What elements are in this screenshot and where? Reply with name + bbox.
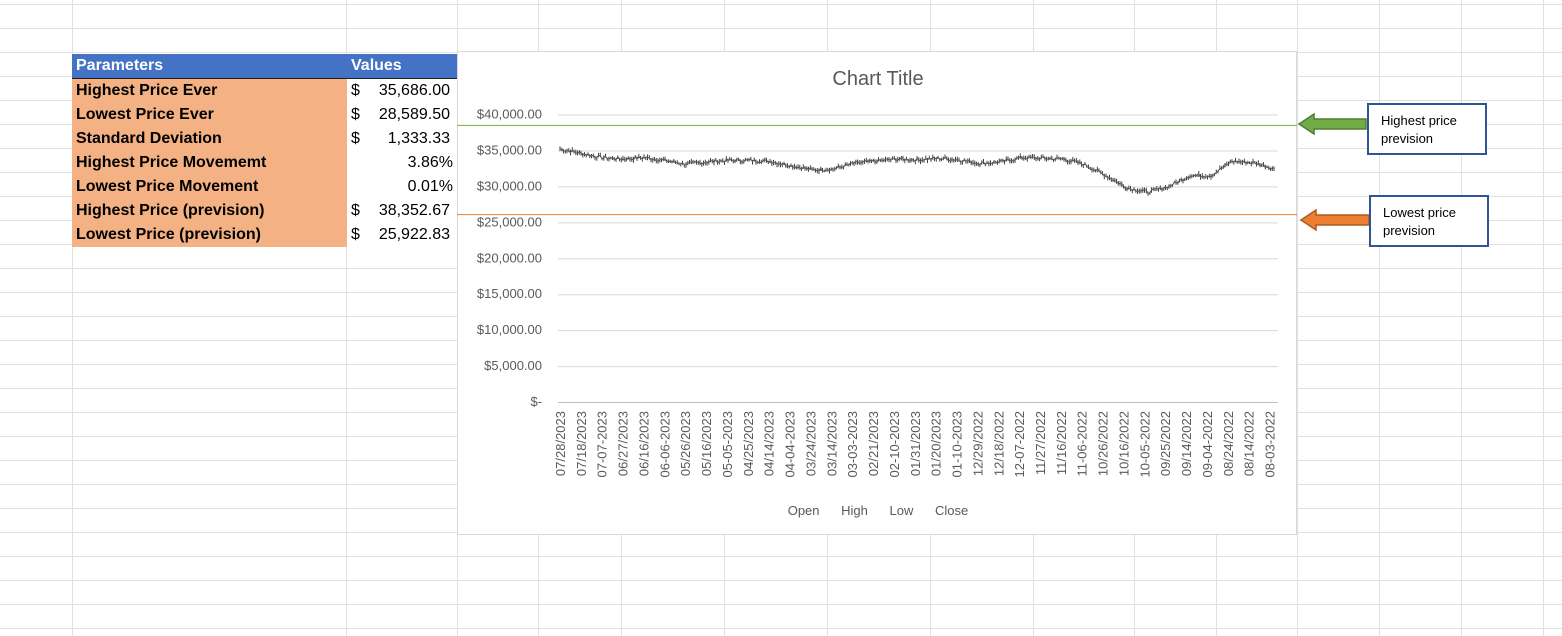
- close-series-line: [559, 148, 1275, 194]
- param-value[interactable]: 0.01%: [347, 175, 457, 199]
- value-amount: 25,922.83: [378, 226, 450, 243]
- parameters-header[interactable]: Parameters: [72, 54, 347, 78]
- x-tick-label: 04/25/2023: [741, 411, 756, 476]
- stock-chart[interactable]: Chart Title $- $5,000.00 $10,000.00 $15,000…: [457, 51, 1297, 535]
- value-amount: 1,333.33: [387, 130, 450, 147]
- y-tick-label: $40,000.00: [477, 107, 542, 122]
- chart-legend[interactable]: Open High Low Close: [458, 503, 1298, 518]
- highest-price-callout[interactable]: Highest price prevision: [1367, 103, 1487, 155]
- x-tick-label: 06/16/2023: [636, 411, 651, 476]
- value-percent: 0.01%: [407, 178, 453, 195]
- table-row: Lowest Price Movement 0.01%: [72, 175, 457, 199]
- param-label[interactable]: Lowest Price Movement: [72, 175, 347, 199]
- x-tick-label: 01/31/2023: [908, 411, 923, 476]
- x-tick-label: 09/14/2022: [1179, 411, 1194, 476]
- x-tick-label: 10/16/2022: [1116, 411, 1131, 476]
- x-tick-label: 07/28/2023: [553, 411, 568, 476]
- x-tick-label: 07-07-2023: [595, 411, 610, 478]
- x-tick-label: 03/14/2023: [824, 411, 839, 476]
- param-label[interactable]: Lowest Price Ever: [72, 103, 347, 127]
- chart-title[interactable]: Chart Title: [832, 68, 924, 90]
- currency-symbol: $: [351, 82, 360, 99]
- x-tick-label: 08/24/2022: [1221, 411, 1236, 476]
- table-row: Highest Price (prevision) $38,352.67: [72, 199, 457, 223]
- x-tick-label: 11-06-2022: [1075, 411, 1090, 477]
- param-value[interactable]: $35,686.00: [347, 79, 457, 103]
- x-tick-label: 10/26/2022: [1096, 411, 1111, 476]
- x-tick-label: 06-06-2023: [657, 411, 672, 478]
- x-tick-label: 05/26/2023: [678, 411, 693, 476]
- lowest-price-callout[interactable]: Lowest price prevision: [1369, 195, 1489, 247]
- param-value[interactable]: $25,922.83: [347, 223, 457, 247]
- table-header-row: Parameters Values: [72, 54, 457, 80]
- x-tick-label: 11/27/2022: [1033, 411, 1048, 475]
- x-tick-label: 06/27/2023: [616, 411, 631, 476]
- x-tick-label: 10-05-2022: [1137, 411, 1152, 478]
- y-tick-label: $20,000.00: [477, 250, 542, 265]
- y-tick-label: $35,000.00: [477, 142, 542, 157]
- currency-symbol: $: [351, 226, 360, 243]
- table-row: Highest Price Movememt 3.86%: [72, 151, 457, 175]
- x-tick-label: 08-03-2022: [1263, 411, 1278, 478]
- y-tick-label: $10,000.00: [477, 322, 542, 337]
- x-tick-label: 08/14/2022: [1242, 411, 1257, 476]
- currency-symbol: $: [351, 130, 360, 147]
- currency-symbol: $: [351, 106, 360, 123]
- param-value[interactable]: $28,589.50: [347, 103, 457, 127]
- legend-item-low[interactable]: Low: [889, 503, 914, 518]
- x-tick-label: 12/29/2022: [970, 411, 985, 476]
- x-tick-label: 03-03-2023: [845, 411, 860, 478]
- param-label[interactable]: Highest Price (prevision): [72, 199, 347, 223]
- x-tick-label: 12-07-2022: [1012, 411, 1027, 478]
- value-amount: 38,352.67: [378, 202, 450, 219]
- value-amount: 28,589.50: [378, 106, 450, 123]
- x-tick-label: 02-10-2023: [887, 411, 902, 478]
- x-tick-label: 05/16/2023: [699, 411, 714, 476]
- y-tick-label: $5,000.00: [484, 358, 542, 373]
- legend-item-close[interactable]: Close: [935, 503, 969, 518]
- x-tick-label: 05-05-2023: [720, 411, 735, 478]
- x-tick-label: 02/21/2023: [866, 411, 881, 476]
- x-tick-label: 03/24/2023: [803, 411, 818, 476]
- chart-plot-area[interactable]: $- $5,000.00 $10,000.00 $15,000.00 $20,000.0…: [458, 52, 1298, 536]
- y-tick-label: $15,000.00: [477, 286, 542, 301]
- table-row: Lowest Price Ever $28,589.50: [72, 103, 457, 127]
- value-percent: 3.86%: [407, 154, 453, 171]
- y-tick-label: $25,000.00: [477, 214, 542, 229]
- x-tick-label: 04-04-2023: [783, 411, 798, 478]
- table-row: Standard Deviation $1,333.33: [72, 127, 457, 151]
- param-value[interactable]: $38,352.67: [347, 199, 457, 223]
- x-tick-label: 12/18/2022: [991, 411, 1006, 476]
- values-header[interactable]: Values: [347, 54, 457, 78]
- x-tick-label: 01/20/2023: [929, 411, 944, 476]
- legend-item-high[interactable]: High: [841, 503, 868, 518]
- param-label[interactable]: Highest Price Movememt: [72, 151, 347, 175]
- x-tick-label: 01-10-2023: [950, 411, 965, 478]
- table-row: Highest Price Ever $35,686.00: [72, 79, 457, 103]
- value-amount: 35,686.00: [378, 82, 450, 99]
- x-tick-label: 09-04-2022: [1200, 411, 1215, 478]
- legend-item-open[interactable]: Open: [787, 503, 820, 518]
- x-tick-label: 04/14/2023: [762, 411, 777, 476]
- param-label[interactable]: Highest Price Ever: [72, 79, 347, 103]
- y-tick-label: $30,000.00: [477, 178, 542, 193]
- x-tick-label: 07/18/2023: [574, 411, 589, 476]
- param-label[interactable]: Lowest Price (prevision): [72, 223, 347, 247]
- param-label[interactable]: Standard Deviation: [72, 127, 347, 151]
- currency-symbol: $: [351, 202, 360, 219]
- y-tick-label: $-: [530, 394, 542, 409]
- param-value[interactable]: $1,333.33: [347, 127, 457, 151]
- x-tick-label: 09/25/2022: [1158, 411, 1173, 476]
- table-row: Lowest Price (prevision) $25,922.83: [72, 223, 457, 247]
- param-value[interactable]: 3.86%: [347, 151, 457, 175]
- x-tick-label: 11/16/2022: [1054, 411, 1069, 475]
